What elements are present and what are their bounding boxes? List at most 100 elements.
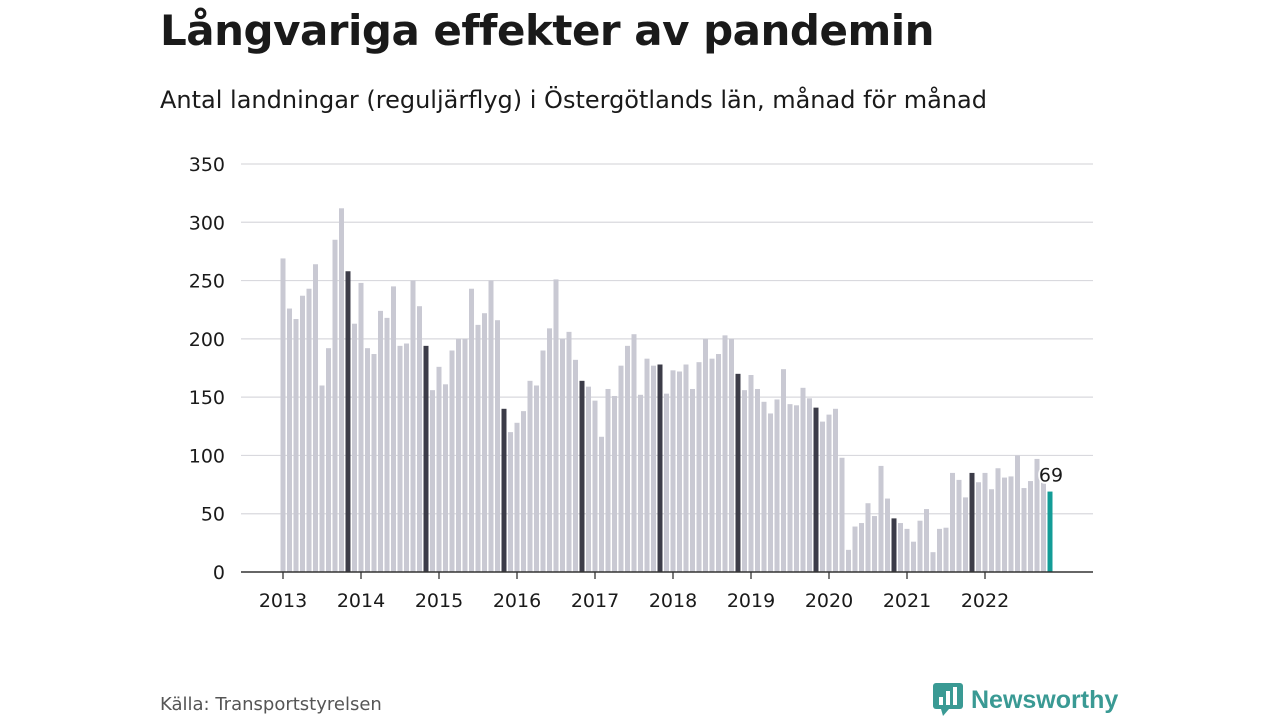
x-tick-label: 2020 bbox=[805, 590, 853, 612]
bar bbox=[378, 310, 383, 572]
bar bbox=[670, 370, 676, 572]
bar bbox=[553, 279, 559, 572]
bar bbox=[820, 421, 825, 572]
bar bbox=[924, 509, 929, 572]
bar bbox=[345, 271, 351, 572]
bar bbox=[365, 348, 370, 572]
bar bbox=[326, 348, 331, 572]
bar bbox=[904, 528, 910, 572]
bar bbox=[514, 422, 520, 572]
bar bbox=[989, 489, 994, 572]
bar bbox=[579, 380, 585, 572]
bar bbox=[352, 323, 357, 572]
bar bbox=[696, 362, 702, 572]
bar bbox=[612, 395, 617, 572]
bar bbox=[566, 331, 572, 572]
bar bbox=[482, 313, 487, 572]
bar bbox=[592, 400, 598, 572]
bar bbox=[956, 479, 962, 572]
bar bbox=[410, 280, 416, 572]
bar bbox=[917, 520, 923, 572]
bar bbox=[807, 398, 812, 572]
source-note: Källa: Transportstyrelsen bbox=[160, 694, 382, 715]
bar bbox=[306, 288, 312, 572]
bar bbox=[436, 366, 442, 572]
y-tick-label: 0 bbox=[213, 562, 225, 584]
bar bbox=[404, 343, 409, 572]
bar bbox=[469, 288, 474, 572]
bar bbox=[950, 472, 955, 572]
bar bbox=[982, 472, 988, 572]
bar bbox=[625, 345, 630, 572]
x-axis-tick-labels: 2013 2014 2015 2016 2017 2018 2019 2020 2021 2022 bbox=[259, 590, 1009, 612]
newsworthy-logo-icon bbox=[933, 683, 963, 716]
bar bbox=[976, 482, 981, 572]
y-tick-label: 100 bbox=[189, 445, 225, 467]
bar bbox=[319, 385, 325, 572]
bar bbox=[898, 523, 903, 572]
bar bbox=[859, 523, 864, 572]
latest-value-label: 69 bbox=[1039, 465, 1063, 487]
bar bbox=[865, 503, 871, 572]
bar bbox=[657, 364, 663, 572]
bar bbox=[449, 350, 455, 572]
bar bbox=[852, 526, 858, 572]
x-tick-label: 2018 bbox=[649, 590, 697, 612]
bar bbox=[787, 404, 793, 572]
bar bbox=[527, 380, 533, 572]
bar bbox=[631, 334, 637, 572]
bar bbox=[683, 364, 689, 572]
bar bbox=[599, 436, 604, 572]
bar bbox=[339, 208, 344, 572]
bar bbox=[534, 385, 539, 572]
bar bbox=[833, 408, 838, 572]
latest-bar bbox=[1047, 491, 1053, 572]
bar bbox=[1021, 488, 1027, 572]
bar bbox=[748, 374, 754, 572]
bar bbox=[384, 317, 390, 572]
y-tick-label: 50 bbox=[201, 504, 225, 526]
bar bbox=[501, 408, 507, 572]
bar bbox=[300, 295, 305, 572]
y-axis-tick-labels: 0 50 100 150 200 250 300 350 bbox=[189, 154, 225, 584]
bar bbox=[735, 373, 741, 572]
bar bbox=[846, 549, 851, 572]
bar bbox=[358, 282, 364, 572]
bar bbox=[885, 498, 890, 572]
bar bbox=[371, 354, 377, 572]
bar bbox=[995, 468, 1001, 572]
bar bbox=[891, 518, 897, 572]
bar bbox=[1034, 458, 1040, 572]
bar bbox=[774, 399, 780, 572]
bar bbox=[521, 411, 526, 572]
data-labels: 69 bbox=[1037, 463, 1065, 489]
bar bbox=[1028, 481, 1033, 572]
bar bbox=[443, 384, 448, 572]
x-tick-label: 2019 bbox=[727, 590, 775, 612]
x-tick-label: 2015 bbox=[415, 590, 463, 612]
bar bbox=[573, 359, 578, 572]
bar bbox=[313, 264, 318, 572]
bar bbox=[943, 527, 949, 572]
bar bbox=[969, 472, 975, 572]
bar bbox=[1015, 455, 1020, 572]
bar bbox=[651, 365, 656, 572]
x-tick-label: 2017 bbox=[571, 590, 619, 612]
brand-logo: Newsworthy bbox=[933, 683, 1118, 717]
bar bbox=[540, 350, 546, 572]
bar bbox=[1041, 482, 1046, 572]
bar bbox=[293, 319, 299, 572]
bar bbox=[456, 338, 461, 572]
y-tick-label: 200 bbox=[189, 329, 225, 351]
bar bbox=[911, 541, 916, 572]
bar bbox=[495, 320, 500, 572]
bar bbox=[332, 239, 338, 572]
y-tick-label: 350 bbox=[189, 154, 225, 176]
x-axis bbox=[241, 571, 1093, 579]
bar bbox=[287, 308, 292, 572]
bar bbox=[508, 432, 513, 572]
bar bbox=[638, 394, 643, 572]
bar bbox=[391, 286, 396, 572]
bar bbox=[826, 414, 832, 572]
